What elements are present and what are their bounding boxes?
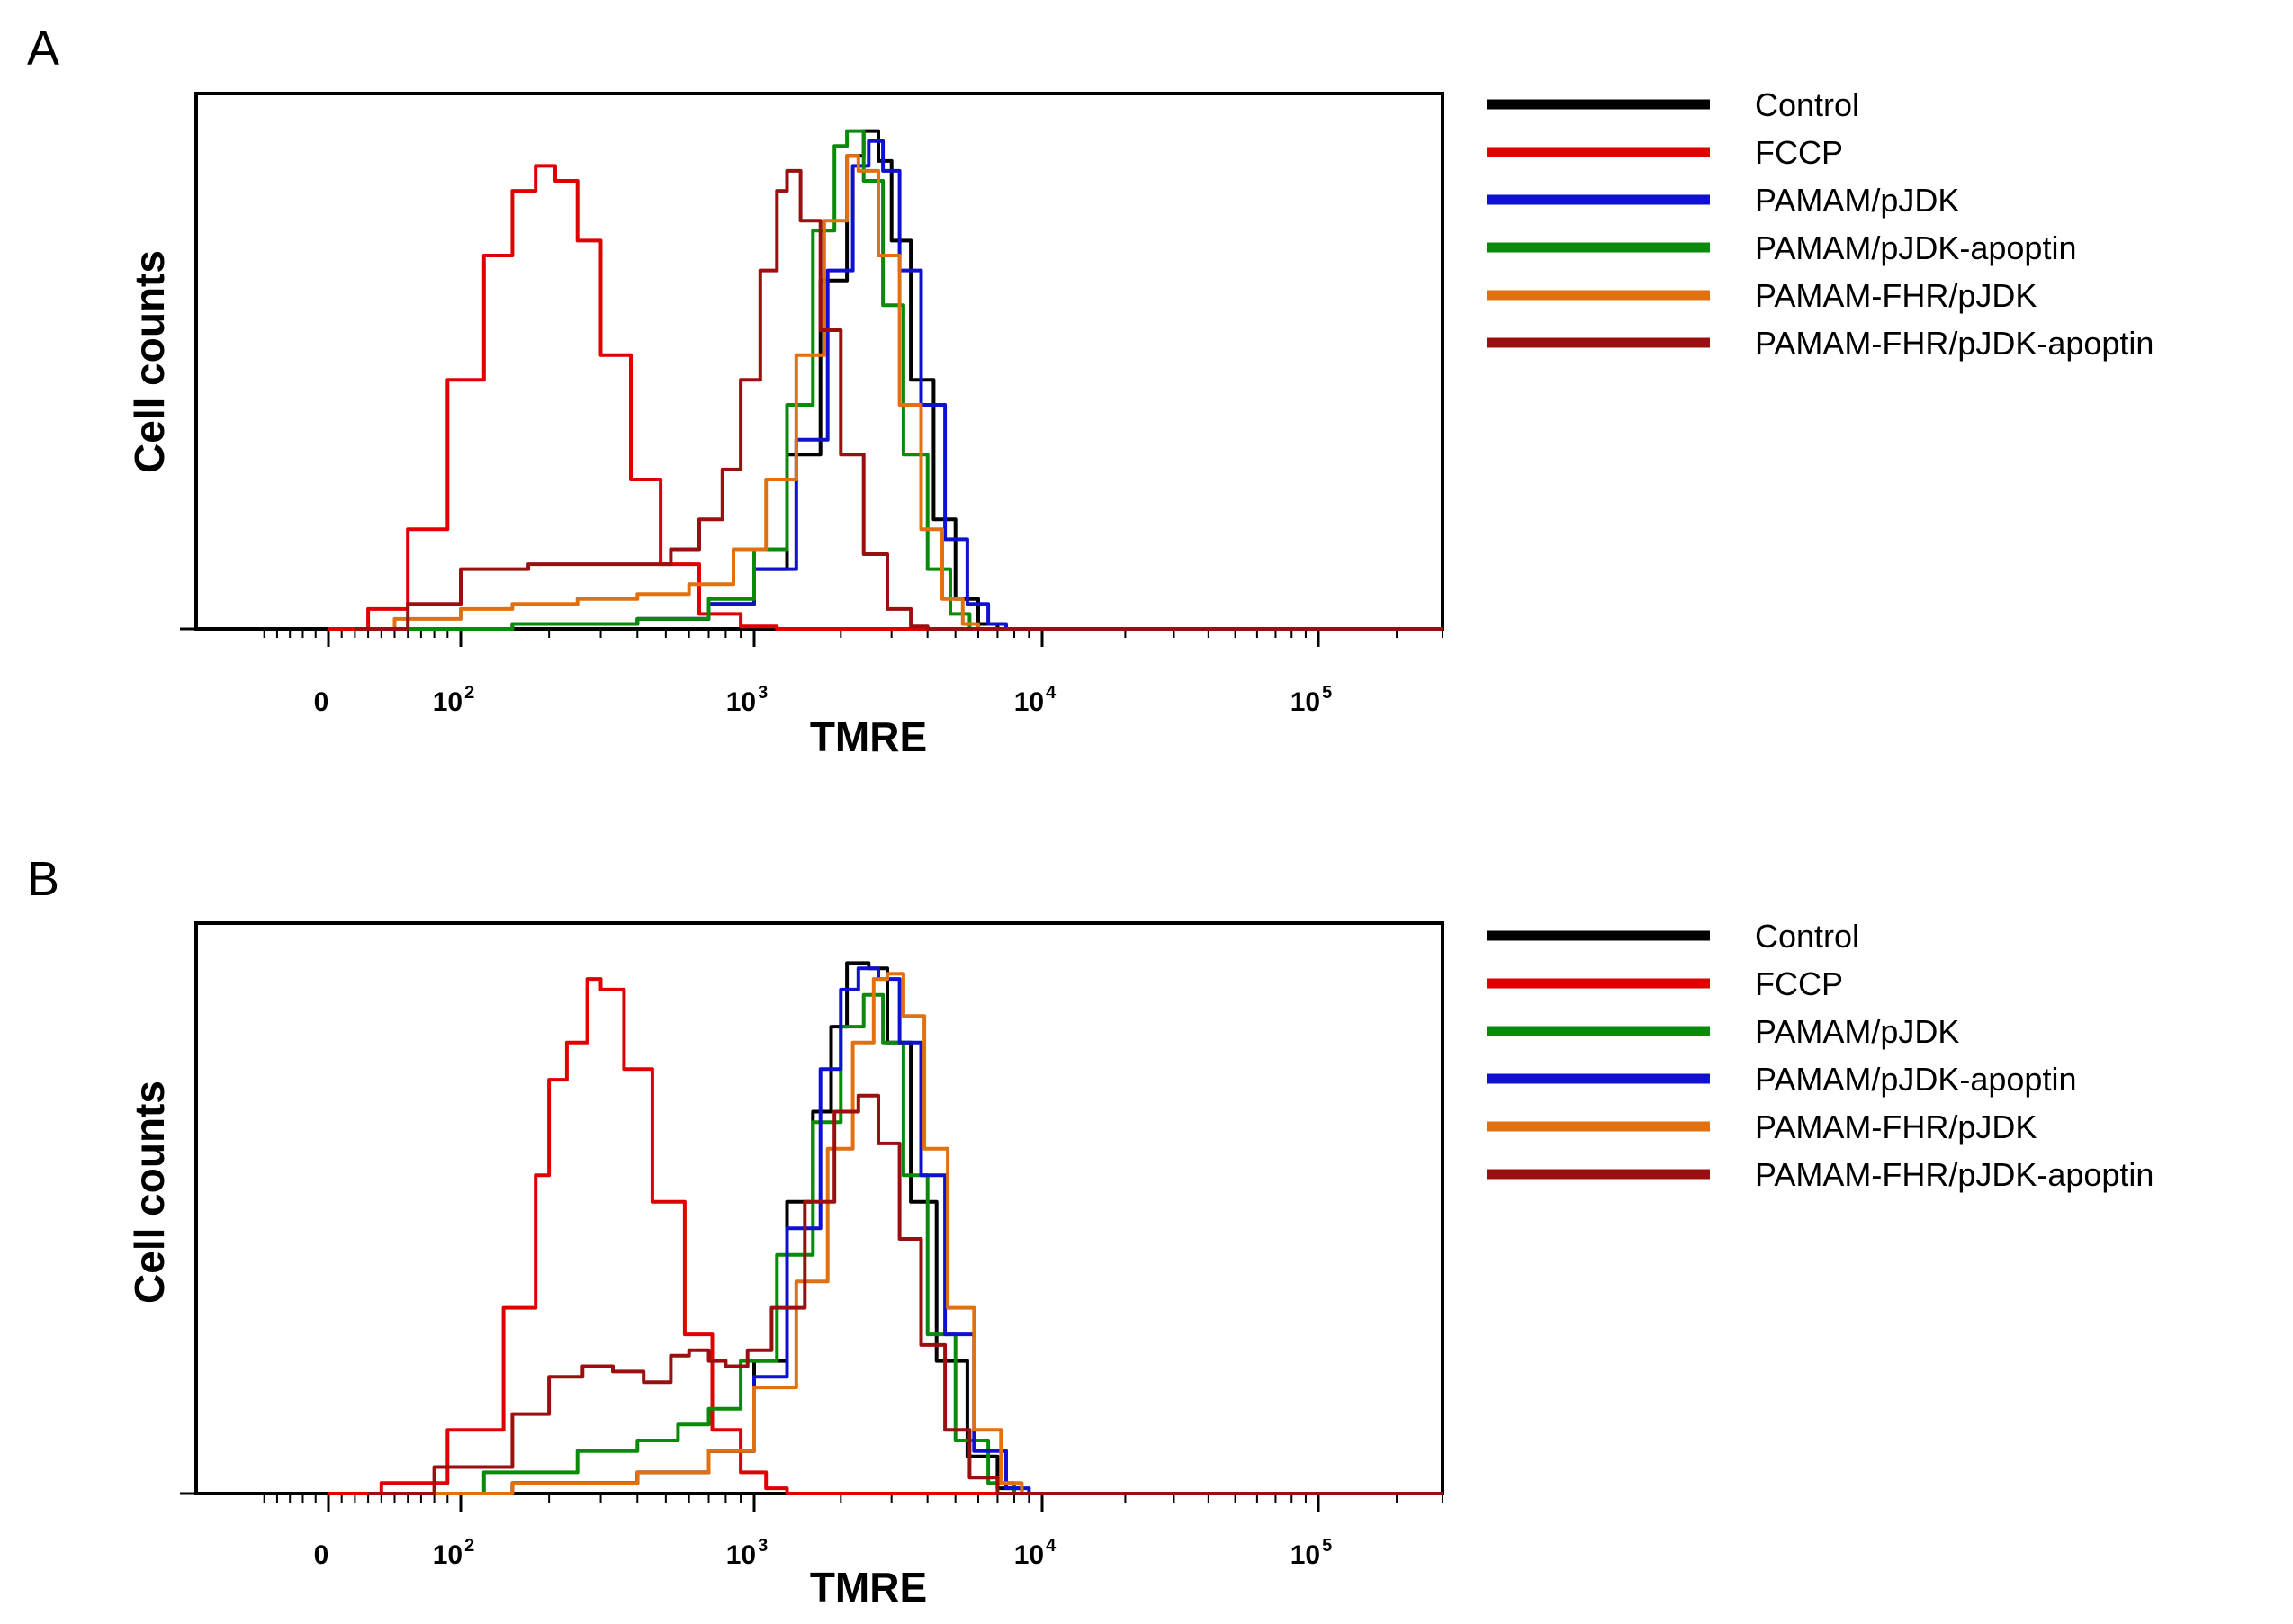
x-tick-label: 0: [314, 1540, 329, 1570]
x-tick-label: 10 5: [1290, 683, 1333, 717]
y-axis-label-b: Cell counts: [126, 1081, 173, 1304]
panel-b: B Cell counts TMRE 0 10 2 10 3 10 4 10 5 Control…: [27, 852, 2154, 1611]
series-line-fccp: [328, 977, 1443, 1495]
x-tick-label: 10 4: [1014, 1536, 1057, 1570]
legend-label: FCCP: [1755, 965, 1843, 1002]
series-line-pamam-pjdk-apoptin: [368, 129, 1443, 631]
legend-label: PAMAM-FHR/pJDK-apoptin: [1755, 1156, 2154, 1193]
x-tick-label: 10 3: [726, 1536, 769, 1570]
panel-letter-a: A: [27, 22, 59, 76]
x-tick-label: 10 5: [1290, 1536, 1333, 1570]
x-tick-label: 0: [314, 687, 329, 717]
panel-a: A Cell counts TMRE 0 10 2 10 3 10 4 10 5 Control…: [27, 22, 2154, 760]
legend-label: PAMAM/pJDK-apoptin: [1755, 1061, 2076, 1098]
x-axis-label-a: TMRE: [810, 713, 927, 760]
x-tick-label: 10 2: [433, 683, 475, 717]
series-group-a: [328, 129, 1443, 631]
legend-label: FCCP: [1755, 134, 1843, 171]
series-line-pamam-pjdk: [381, 992, 1443, 1495]
legend-label: PAMAM-FHR/pJDK: [1755, 277, 2037, 314]
legend-label: PAMAM/pJDK: [1755, 1013, 1959, 1050]
x-axis-label-b: TMRE: [810, 1564, 927, 1611]
major-ticks-b: [180, 1492, 1320, 1512]
legend-b: Control FCCP PAMAM/pJDK PAMAM/pJDK-apoptin P…: [1487, 918, 2154, 1193]
series-line-pamam-pjdk: [368, 139, 1443, 631]
tick-labels-a: 0 10 2 10 3 10 4 10 5: [314, 683, 1333, 717]
plot-area-b: 0 10 2 10 3 10 4 10 5: [180, 921, 1444, 1570]
legend-label: PAMAM-FHR/pJDK-apoptin: [1755, 325, 2154, 362]
legend-label: PAMAM/pJDK: [1755, 182, 1959, 219]
x-tick-label: 10 2: [433, 1536, 475, 1570]
series-line-fccp: [328, 164, 1443, 631]
panel-letter-b: B: [27, 852, 59, 906]
plot-area-a: 0 10 2 10 3 10 4 10 5: [180, 92, 1444, 717]
series-line-pamam-fhr-pjdk: [355, 154, 1443, 631]
major-ticks-a: [180, 627, 1320, 647]
legend-label: Control: [1755, 918, 1859, 955]
y-axis-label-a: Cell counts: [126, 250, 173, 473]
series-line-pamam-fhr-pjdk: [381, 972, 1443, 1495]
series-line-pamam-fhr-pjdk-apoptin: [368, 1093, 1443, 1495]
legend-label: PAMAM-FHR/pJDK: [1755, 1108, 2037, 1145]
legend-a: Control FCCP PAMAM/pJDK PAMAM/pJDK-apoptin P…: [1487, 86, 2154, 362]
series-line-control: [368, 129, 1443, 631]
x-tick-label: 10 3: [726, 683, 769, 717]
legend-label: Control: [1755, 86, 1859, 123]
legend-label: PAMAM/pJDK-apoptin: [1755, 229, 2076, 266]
x-tick-label: 10 4: [1014, 683, 1057, 717]
series-line-pamam-fhr-pjdk-apoptin: [355, 168, 1443, 631]
series-group-b: [328, 961, 1443, 1495]
